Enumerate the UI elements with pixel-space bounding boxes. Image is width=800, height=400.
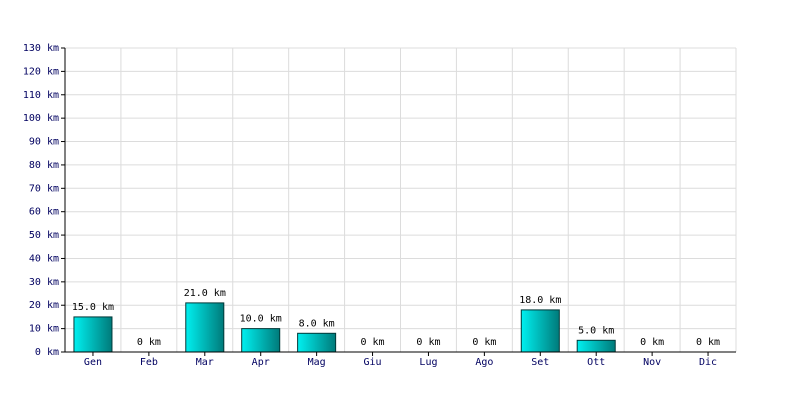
value-label: 0 km (472, 337, 496, 348)
y-tick-label: 40 km (29, 253, 59, 264)
y-tick-label: 130 km (23, 43, 59, 54)
y-tick-label: 90 km (29, 137, 59, 148)
value-label: 10.0 km (240, 314, 282, 325)
bar (73, 316, 113, 353)
x-tick-label: Ott (587, 357, 605, 368)
bar (520, 309, 560, 353)
value-label: 21.0 km (184, 288, 226, 299)
y-tick-label: 0 km (35, 347, 59, 358)
value-label: 0 km (416, 337, 440, 348)
y-tick-label: 100 km (23, 113, 59, 124)
y-tick-label: 110 km (23, 90, 59, 101)
x-tick-label: Dic (699, 357, 717, 368)
value-label: 0 km (137, 337, 161, 348)
x-tick-label: Giu (364, 357, 382, 368)
bar (297, 332, 337, 353)
x-tick-label: Lug (419, 357, 437, 368)
y-tick-label: 50 km (29, 230, 59, 241)
x-tick-label: Gen (84, 357, 102, 368)
bar (241, 328, 281, 353)
y-tick-label: 70 km (29, 183, 59, 194)
x-tick-label: Mar (196, 357, 214, 368)
y-tick-label: 80 km (29, 160, 59, 171)
bar (576, 339, 616, 353)
value-label: 15.0 km (72, 302, 114, 313)
x-tick-label: Nov (643, 357, 661, 368)
x-tick-label: Feb (140, 357, 158, 368)
value-label: 0 km (640, 337, 664, 348)
y-tick-label: 10 km (29, 324, 59, 335)
value-label: 18.0 km (519, 295, 561, 306)
x-tick-label: Apr (252, 357, 270, 368)
value-label: 0 km (360, 337, 384, 348)
y-tick-label: 30 km (29, 277, 59, 288)
value-label: 5.0 km (578, 325, 614, 336)
y-tick-label: 120 km (23, 66, 59, 77)
x-tick-label: Mag (308, 357, 326, 368)
bar (185, 302, 225, 353)
y-tick-label: 20 km (29, 300, 59, 311)
x-tick-label: Ago (475, 357, 493, 368)
y-tick-label: 60 km (29, 207, 59, 218)
value-label: 0 km (696, 337, 720, 348)
x-tick-label: Set (531, 357, 549, 368)
value-label: 8.0 km (299, 318, 335, 329)
